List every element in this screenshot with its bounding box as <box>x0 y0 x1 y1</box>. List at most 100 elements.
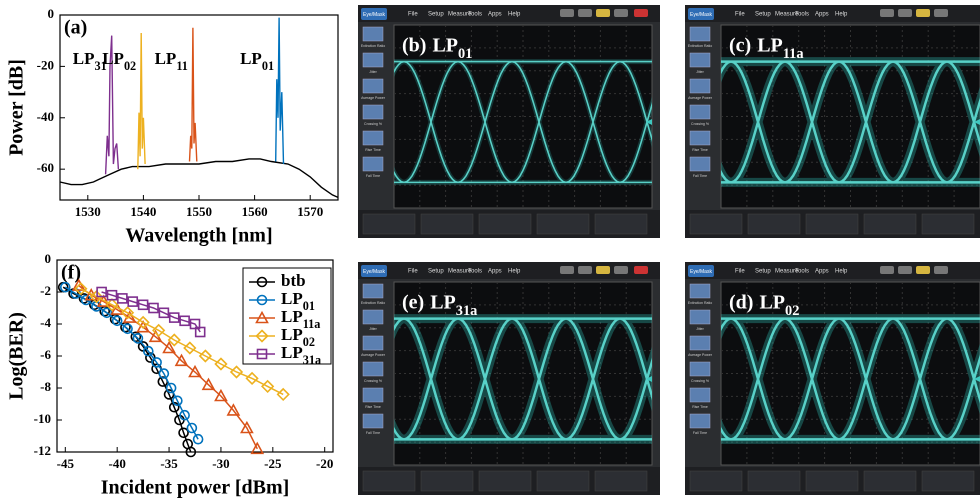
scope-menu-item: File <box>735 12 745 18</box>
scope-side-button <box>362 26 384 42</box>
ber-line <box>64 286 199 440</box>
scope-logo <box>361 265 387 277</box>
x-tick-label: 1560 <box>242 204 268 219</box>
ber-point <box>165 382 177 394</box>
scope-side-button <box>362 283 384 299</box>
ber-line <box>80 288 284 396</box>
eye-panel-tag: (d) <box>729 292 753 314</box>
scope-side-label: Jitter <box>369 70 377 74</box>
eye-trace <box>721 60 980 184</box>
scope-side-label: Jitter <box>369 327 377 331</box>
scope-window-button <box>880 266 894 274</box>
scope-side-button <box>689 78 711 94</box>
scope-logo <box>361 8 387 20</box>
legend-marker <box>255 329 269 343</box>
ber-point <box>78 293 90 304</box>
spectrum-line <box>275 17 285 165</box>
scope-menu-item: Help <box>835 12 848 18</box>
y-tick-label: 0 <box>45 251 52 266</box>
spectrum-line <box>104 35 120 175</box>
scope-menu-item: Help <box>508 269 521 275</box>
scope-menu-item: Measure <box>775 269 799 275</box>
peak-annotation: LP11 <box>155 49 188 73</box>
scope-window-button <box>898 9 912 17</box>
eye-trace <box>721 317 980 441</box>
x-tick-label: -40 <box>109 456 126 471</box>
ber-point <box>158 368 170 379</box>
scope-side-button <box>362 78 384 94</box>
scope-side-button <box>689 387 711 403</box>
scope-menu-item: File <box>408 12 418 18</box>
scope-side-label: Rise Time <box>692 405 708 409</box>
peak-annotation: LP02 <box>102 49 136 73</box>
scope-logo-text: Eye/Mask <box>363 12 385 18</box>
ber-point <box>245 371 259 386</box>
scope-window-button <box>916 266 930 274</box>
peak-annotation: LP01 <box>240 49 274 73</box>
ber-point <box>148 302 159 314</box>
ber-point <box>168 401 180 413</box>
ber-point <box>168 312 180 323</box>
ber-point <box>151 357 162 368</box>
scope-menu-item: Setup <box>755 12 771 18</box>
scope-side-label: Extinction Ratio <box>361 301 385 305</box>
scope-window-button <box>898 266 912 274</box>
ber-line <box>101 291 201 333</box>
x-tick-label: 1570 <box>297 204 323 219</box>
x-tick-label: -25 <box>264 456 282 471</box>
legend-label: btb <box>281 271 306 290</box>
legend-marker <box>256 276 268 288</box>
y-axis-label: Power [dB] <box>6 59 28 156</box>
scope-status-cell <box>594 470 648 492</box>
x-tick-label: 1540 <box>130 204 156 219</box>
ber-point <box>162 340 176 354</box>
scope-status-cell <box>863 470 917 492</box>
scope-side-label: Fall Time <box>366 174 380 178</box>
scope-status-cell <box>536 470 590 492</box>
x-axis-label: Incident power [dBm] <box>101 477 290 499</box>
eye-panel-tag: (e) <box>402 292 424 314</box>
scope-side-label: Extinction Ratio <box>688 44 712 48</box>
ber-point <box>127 296 139 307</box>
x-axis-label: Wavelength [nm] <box>125 225 272 247</box>
ber-point <box>136 315 150 330</box>
scope-window-button <box>560 9 574 17</box>
scope-window-button <box>934 266 948 274</box>
scope-marker <box>646 375 652 382</box>
scope-status-cell <box>478 213 532 235</box>
x-tick-label: -30 <box>212 456 229 471</box>
scope-side-button <box>689 130 711 146</box>
scope-side-button <box>689 309 711 325</box>
scope-status-cell <box>536 213 590 235</box>
scope-side-label: Fall Time <box>693 431 707 435</box>
ber-point <box>111 315 123 327</box>
scope-marker <box>974 375 980 382</box>
panel-label: (f) <box>61 262 81 284</box>
scope-status-cell <box>689 470 743 492</box>
scope-logo <box>688 265 714 277</box>
ber-point <box>89 290 104 304</box>
x-tick-label: -45 <box>57 456 75 471</box>
scope-side-label: Extinction Ratio <box>361 44 385 48</box>
scope-side-button <box>362 413 384 429</box>
y-axis-label: Log(BER) <box>6 312 28 400</box>
ber-point <box>214 357 228 371</box>
ber-point <box>276 387 290 402</box>
scope-side-button <box>362 52 384 68</box>
scope-side-label: Crossing % <box>364 122 382 126</box>
y-tick-label: -4 <box>40 315 51 330</box>
scope-side-label: Rise Time <box>365 148 381 152</box>
ber-point <box>106 289 118 301</box>
scope-window-button <box>916 9 930 17</box>
scope-side-label: Jitter <box>696 327 704 331</box>
ber-point <box>172 395 183 407</box>
spectrum-line <box>188 27 198 162</box>
scope-side-button <box>362 309 384 325</box>
scope-status-cell <box>594 213 648 235</box>
scope-window-button <box>614 9 628 17</box>
scope-side-label: Average Power <box>361 96 386 100</box>
scope-side-button <box>689 283 711 299</box>
scope-window-button <box>614 266 628 274</box>
